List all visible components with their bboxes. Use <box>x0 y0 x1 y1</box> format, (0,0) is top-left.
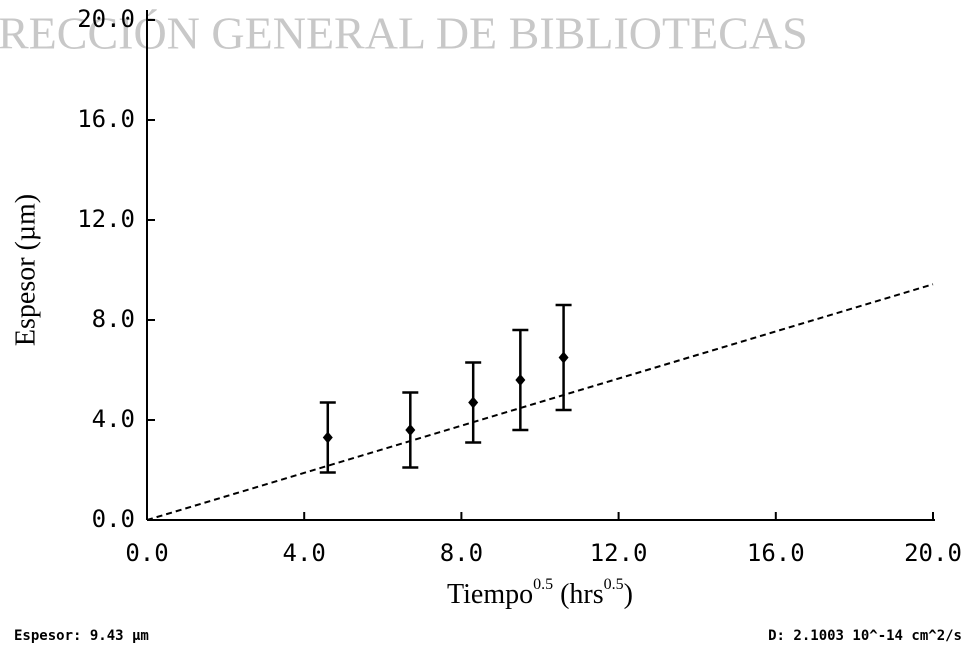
x-tick-label: 8.0 <box>440 539 483 567</box>
x-label-part: Tiempo <box>447 579 533 610</box>
x-tick-label: 16.0 <box>747 539 805 567</box>
x-tick-label: 12.0 <box>590 539 648 567</box>
watermark: RECCIÓN GENERAL DE BIBLIOTECAS <box>0 8 808 59</box>
x-label-part: 0.5 <box>533 576 553 593</box>
point <box>468 396 479 409</box>
x-label-part: 0.5 <box>604 576 624 593</box>
point <box>405 424 416 436</box>
y-tick-label: 20.0 <box>77 5 135 33</box>
point <box>322 431 333 444</box>
y-tick-label: 4.0 <box>92 405 135 433</box>
y-tick-label: 8.0 <box>92 305 135 333</box>
point <box>515 374 526 386</box>
y-tick-label: 12.0 <box>77 205 135 233</box>
x-tick-label: 20.0 <box>904 539 962 567</box>
y-axis-label: Espesor (µm) <box>10 194 41 346</box>
fit-line <box>146 283 934 521</box>
y-tick-label: 16.0 <box>77 105 135 133</box>
x-label-part: ) <box>624 579 633 610</box>
x-tick-label: 0.0 <box>125 539 168 567</box>
x-label-part: (hrs <box>553 579 604 610</box>
footer-right: D: 2.1003 10^-14 cm^2/s <box>768 628 962 644</box>
point <box>558 351 569 364</box>
x-tick-label: 4.0 <box>283 539 326 567</box>
y-tick-label: 0.0 <box>92 505 135 533</box>
x-axis-label: Tiempo0.5 (hrs0.5) <box>447 576 633 611</box>
footer-left: Espesor: 9.43 µm <box>14 628 149 644</box>
